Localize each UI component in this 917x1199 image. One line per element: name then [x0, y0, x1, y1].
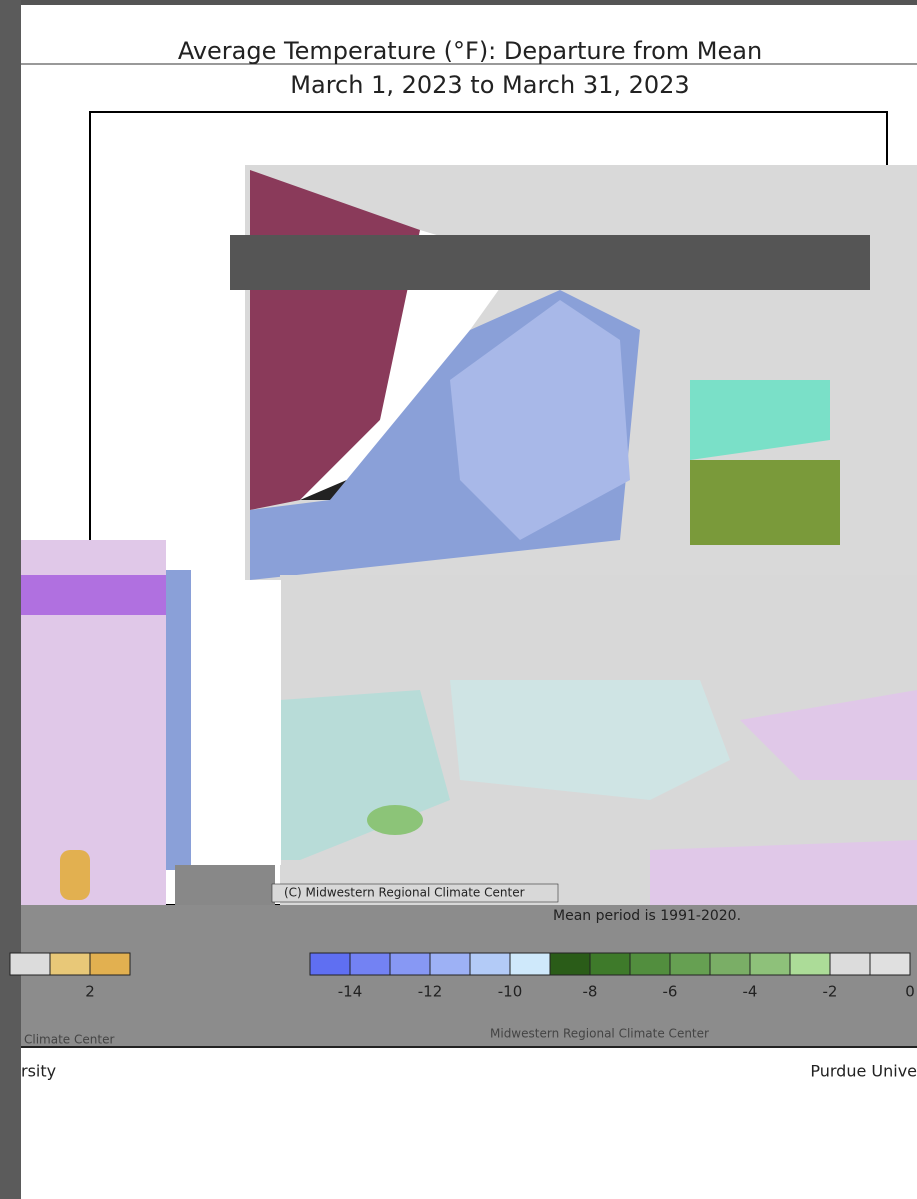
legend-panel	[21, 905, 917, 1047]
legend-swatch	[309, 952, 351, 976]
legend-swatch	[89, 952, 131, 976]
legend-label: -8	[583, 983, 598, 1001]
blank	[175, 865, 275, 905]
legend-swatch	[669, 952, 711, 976]
legend-label: 2	[85, 983, 95, 1001]
region-orange	[60, 850, 90, 900]
legend-label: 0	[905, 983, 915, 1001]
region-pale	[450, 680, 730, 800]
legend-swatch	[509, 952, 551, 976]
legend-swatch	[789, 952, 831, 976]
legend-swatch	[709, 952, 751, 976]
blank	[191, 580, 281, 865]
legend-swatch	[589, 952, 631, 976]
region-green	[690, 460, 840, 545]
legend-swatch	[869, 952, 911, 976]
note: Mean period is 1991-2020.	[553, 908, 741, 924]
footer-right: Purdue Unive	[810, 1062, 917, 1081]
legend-swatch	[749, 952, 791, 976]
legend-swatch	[349, 952, 391, 976]
legend-label: -6	[663, 983, 678, 1001]
region-pink	[740, 690, 917, 780]
legend-label: -12	[418, 983, 443, 1001]
legend-swatch	[49, 952, 91, 976]
legend-swatch	[389, 952, 431, 976]
legend-label: -14	[338, 983, 363, 1001]
footer-credit: Climate Center	[24, 1033, 114, 1047]
legend-swatch	[629, 952, 671, 976]
legend-swatch	[429, 952, 471, 976]
subtitle: March 1, 2023 to March 31, 2023	[290, 71, 689, 99]
lake-superior	[230, 235, 870, 290]
map: (C) Midwestern Regional Climate Center	[21, 111, 917, 906]
footer-left: rsity	[21, 1062, 56, 1081]
region-pale	[280, 690, 450, 860]
legend-label: -4	[743, 983, 758, 1001]
title: Average Temperature (°F): Departure from…	[178, 37, 762, 65]
legend-swatch	[549, 952, 591, 976]
footer-credit: Midwestern Regional Climate Center	[490, 1027, 709, 1041]
region-green	[367, 805, 423, 835]
legend-swatch	[469, 952, 511, 976]
legend-label: -10	[498, 983, 523, 1001]
top-bar	[0, 0, 917, 5]
region-blue	[166, 570, 191, 870]
region	[300, 230, 520, 500]
legend: 2 -14 -12 -10 -8 -6 -4 -2 0	[9, 952, 915, 1001]
credit-box	[271, 883, 559, 903]
map-credit: (C) Midwestern Regional Climate Center	[284, 886, 525, 900]
region-pink	[650, 840, 917, 905]
legend-label: -2	[823, 983, 838, 1001]
region-teal	[690, 380, 830, 460]
legend-swatch	[829, 952, 871, 976]
legend-swatch	[9, 952, 51, 976]
region-purple	[21, 575, 166, 615]
left-bar	[0, 0, 21, 1199]
region-blue	[450, 300, 630, 540]
